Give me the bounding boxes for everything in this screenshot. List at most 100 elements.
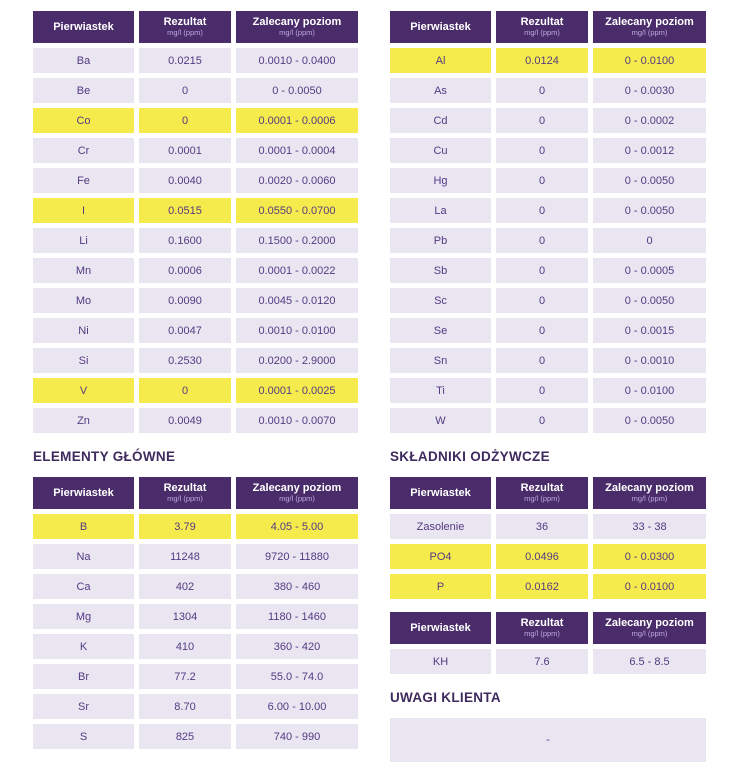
element-cell: Cr [33, 138, 134, 163]
recommended-cell: 4.05 - 5.00 [236, 514, 358, 539]
recommended-cell: 0.0001 - 0.0004 [236, 138, 358, 163]
column-header-recommended: Zalecany poziom mg/l (ppm) [593, 477, 706, 509]
column-header-recommended-unit: mg/l (ppm) [631, 28, 668, 38]
result-cell: 0.0090 [139, 288, 231, 313]
table-row: Sr 8.70 6.00 - 10.00 [33, 694, 358, 719]
recommended-cell: 0.1500 - 0.2000 [236, 228, 358, 253]
element-cell: Be [33, 78, 134, 103]
column-header-element: Pierwiastek [390, 477, 491, 509]
result-cell: 0 [496, 258, 588, 283]
element-cell: Sn [390, 348, 491, 373]
element-cell: Ca [33, 574, 134, 599]
recommended-cell: 0 - 0.0050 [593, 168, 706, 193]
recommended-cell: 0 [593, 228, 706, 253]
nutrients-table: Pierwiastek Rezultat mg/l (ppm) Zalecany… [390, 477, 706, 599]
column-header-element: Pierwiastek [390, 11, 491, 43]
element-cell: P [390, 574, 491, 599]
recommended-cell: 9720 - 11880 [236, 544, 358, 569]
column-header-result-unit: mg/l (ppm) [524, 494, 560, 504]
table-row: Co 0 0.0001 - 0.0006 [33, 108, 358, 133]
table-row: Se 0 0 - 0.0015 [390, 318, 706, 343]
major-elements-title: ELEMENTY GŁÓWNE [33, 449, 176, 464]
recommended-cell: 0 - 0.0012 [593, 138, 706, 163]
column-header-recommended-unit: mg/l (ppm) [279, 494, 315, 504]
column-header-result: Rezultat mg/l (ppm) [496, 612, 588, 644]
result-cell: 0.0006 [139, 258, 231, 283]
recommended-cell: 0 - 0.0002 [593, 108, 706, 133]
column-header-element-label: Pierwiastek [53, 486, 114, 499]
recommended-cell: 0 - 0.0010 [593, 348, 706, 373]
table-row: Sb 0 0 - 0.0005 [390, 258, 706, 283]
column-header-element-label: Pierwiastek [410, 20, 471, 33]
element-cell: Cu [390, 138, 491, 163]
recommended-cell: 0 - 0.0050 [236, 78, 358, 103]
table-header-row: Pierwiastek Rezultat mg/l (ppm) Zalecany… [33, 477, 358, 509]
column-header-element-label: Pierwiastek [53, 20, 114, 33]
column-header-element: Pierwiastek [390, 612, 491, 644]
column-header-recommended-label: Zalecany poziom [605, 482, 694, 495]
recommended-cell: 740 - 990 [236, 724, 358, 749]
result-cell: 0.0001 [139, 138, 231, 163]
result-cell: 0.0215 [139, 48, 231, 73]
element-cell: Hg [390, 168, 491, 193]
element-cell: KH [390, 649, 491, 674]
table-row: Hg 0 0 - 0.0050 [390, 168, 706, 193]
table-row: Sn 0 0 - 0.0010 [390, 348, 706, 373]
table-row: Ni 0.0047 0.0010 - 0.0100 [33, 318, 358, 343]
column-header-element: Pierwiastek [33, 477, 134, 509]
table-body: Ba 0.0215 0.0010 - 0.0400 Be 0 0 - 0.005… [33, 48, 358, 433]
table-row: Zasolenie 36 33 - 38 [390, 514, 706, 539]
kh-table: Pierwiastek Rezultat mg/l (ppm) Zalecany… [390, 612, 706, 674]
recommended-cell: 0.0001 - 0.0006 [236, 108, 358, 133]
table-row: I 0.0515 0.0550 - 0.0700 [33, 198, 358, 223]
table-row: Al 0.0124 0 - 0.0100 [390, 48, 706, 73]
result-cell: 1304 [139, 604, 231, 629]
element-cell: As [390, 78, 491, 103]
element-cell: Ti [390, 378, 491, 403]
result-cell: 0.0124 [496, 48, 588, 73]
column-header-recommended: Zalecany poziom mg/l (ppm) [236, 11, 358, 43]
column-header-result-unit: mg/l (ppm) [167, 494, 203, 504]
table-row: Mn 0.0006 0.0001 - 0.0022 [33, 258, 358, 283]
column-header-recommended: Zalecany poziom mg/l (ppm) [593, 11, 706, 43]
result-cell: 36 [496, 514, 588, 539]
table-row: Na 11248 9720 - 11880 [33, 544, 358, 569]
result-cell: 77.2 [139, 664, 231, 689]
table-row: Br 77.2 55.0 - 74.0 [33, 664, 358, 689]
result-cell: 0 [496, 348, 588, 373]
element-cell: K [33, 634, 134, 659]
nutrients-title: SKŁADNIKI ODŻYWCZE [390, 449, 550, 464]
result-cell: 0 [496, 108, 588, 133]
column-header-recommended-label: Zalecany poziom [252, 482, 342, 495]
element-cell: Al [390, 48, 491, 73]
result-cell: 0 [496, 78, 588, 103]
recommended-cell: 0.0010 - 0.0070 [236, 408, 358, 433]
table-row: W 0 0 - 0.0050 [390, 408, 706, 433]
recommended-cell: 0 - 0.0050 [593, 198, 706, 223]
table-row: PO4 0.0496 0 - 0.0300 [390, 544, 706, 569]
recommended-cell: 0.0010 - 0.0100 [236, 318, 358, 343]
table-row: As 0 0 - 0.0030 [390, 78, 706, 103]
result-cell: 0 [139, 378, 231, 403]
recommended-cell: 55.0 - 74.0 [236, 664, 358, 689]
element-cell: Mo [33, 288, 134, 313]
table-row: La 0 0 - 0.0050 [390, 198, 706, 223]
column-header-result: Rezultat mg/l (ppm) [139, 11, 231, 43]
table-body: KH 7.6 6.5 - 8.5 [390, 649, 706, 674]
result-cell: 825 [139, 724, 231, 749]
table-row: Ba 0.0215 0.0010 - 0.0400 [33, 48, 358, 73]
element-cell: Ni [33, 318, 134, 343]
table-row: Li 0.1600 0.1500 - 0.2000 [33, 228, 358, 253]
column-header-result-label: Rezultat [520, 16, 564, 29]
result-cell: 0.2530 [139, 348, 231, 373]
element-cell: Zn [33, 408, 134, 433]
table-body: Zasolenie 36 33 - 38 PO4 0.0496 0 - 0.03… [390, 514, 706, 599]
result-cell: 0 [496, 378, 588, 403]
table-row: Mg 1304 1180 - 1460 [33, 604, 358, 629]
column-header-result: Rezultat mg/l (ppm) [496, 11, 588, 43]
column-header-result-label: Rezultat [520, 617, 564, 630]
result-cell: 11248 [139, 544, 231, 569]
result-cell: 0.0049 [139, 408, 231, 433]
column-header-recommended: Zalecany poziom mg/l (ppm) [236, 477, 358, 509]
element-cell: Cd [390, 108, 491, 133]
